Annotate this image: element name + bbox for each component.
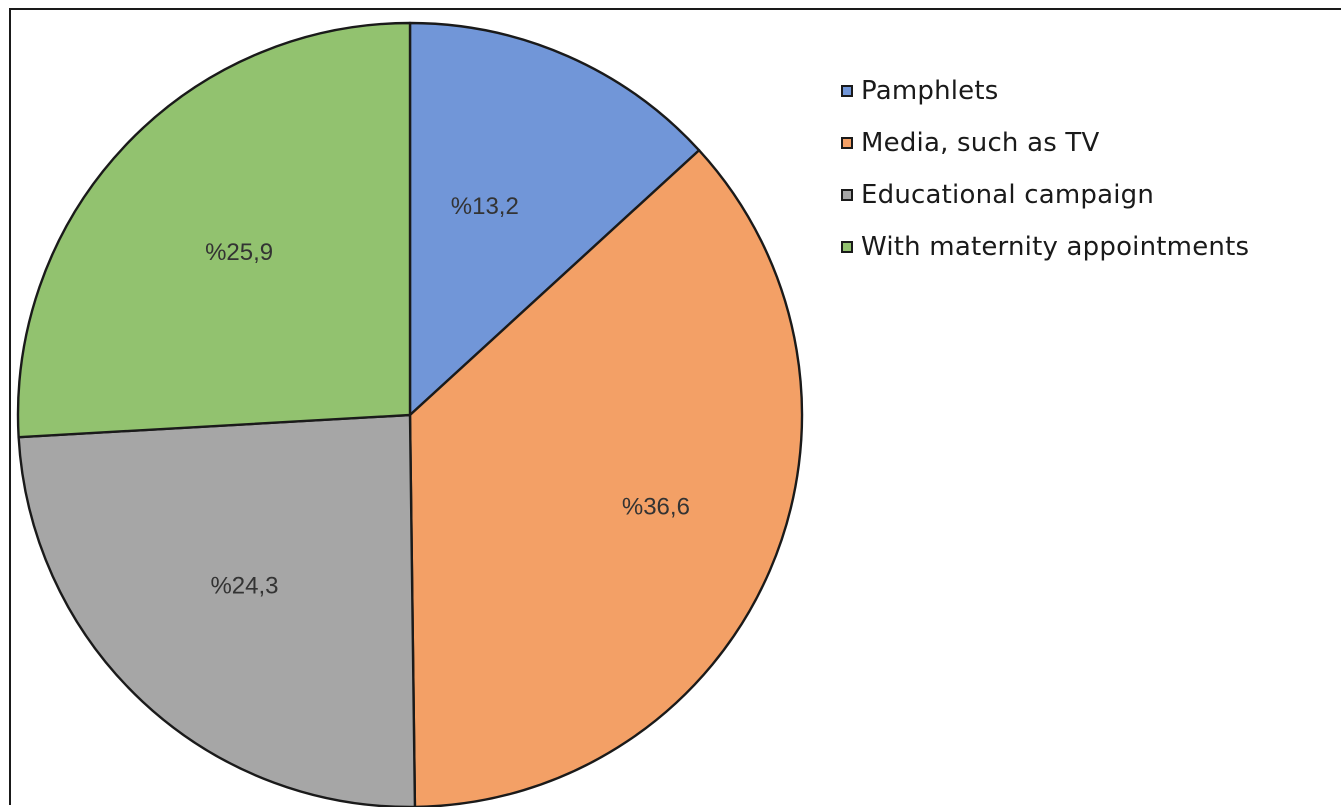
legend-label: With maternity appointments bbox=[861, 232, 1250, 262]
legend-label: Pamphlets bbox=[861, 76, 999, 106]
pie-slice-4 bbox=[16, 21, 412, 439]
pie-slices bbox=[16, 21, 804, 807]
slice-data-label: %25,9 bbox=[205, 239, 273, 266]
legend-item: With maternity appointments bbox=[841, 221, 1341, 273]
slice-data-label: %36,6 bbox=[622, 494, 690, 521]
slice-data-label: %13,2 bbox=[451, 193, 519, 220]
legend-swatch bbox=[841, 137, 853, 149]
legend-swatch bbox=[841, 241, 853, 253]
pie-slice-labels: %13,2 %36,6 %24,3 %25,9 bbox=[205, 193, 690, 599]
legend-item: Pamphlets bbox=[841, 65, 1341, 117]
pie-chart: %13,2 %36,6 %24,3 %25,9 bbox=[16, 21, 804, 807]
pie-slice-1 bbox=[408, 21, 701, 417]
pie-slice-2 bbox=[408, 149, 804, 807]
legend-item: Educational campaign bbox=[841, 169, 1341, 221]
slice-data-label: %24,3 bbox=[210, 572, 278, 599]
legend: Pamphlets Media, such as TV Educational ca… bbox=[841, 65, 1341, 273]
legend-swatch bbox=[841, 85, 853, 97]
legend-label: Educational campaign bbox=[861, 180, 1155, 210]
legend-swatch bbox=[841, 189, 853, 201]
chart-frame: %13,2 %36,6 %24,3 %25,9 Pamphlets Media, suc… bbox=[9, 8, 1341, 807]
legend-label: Media, such as TV bbox=[861, 128, 1100, 158]
legend-item: Media, such as TV bbox=[841, 117, 1341, 169]
pie-slice-3 bbox=[17, 413, 417, 807]
